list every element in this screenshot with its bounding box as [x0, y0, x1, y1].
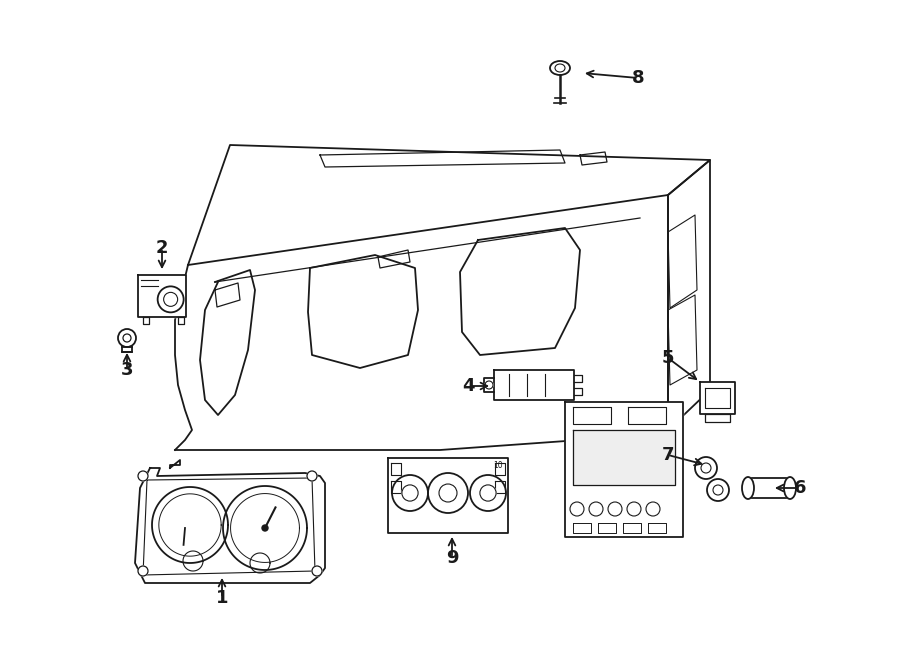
Circle shape — [439, 484, 457, 502]
Text: 5: 5 — [662, 349, 674, 367]
Polygon shape — [388, 458, 508, 533]
Ellipse shape — [784, 477, 796, 499]
Text: 4: 4 — [462, 377, 474, 395]
Circle shape — [589, 502, 603, 516]
Polygon shape — [494, 370, 574, 400]
Circle shape — [312, 566, 322, 576]
Text: 1: 1 — [216, 589, 229, 607]
Circle shape — [262, 525, 268, 531]
Polygon shape — [135, 468, 325, 583]
Circle shape — [707, 479, 729, 501]
Text: 10: 10 — [493, 461, 503, 470]
Circle shape — [480, 485, 496, 501]
Text: 2: 2 — [156, 239, 168, 257]
Circle shape — [713, 485, 723, 495]
Circle shape — [485, 381, 493, 389]
Circle shape — [428, 473, 468, 513]
Circle shape — [570, 502, 584, 516]
Circle shape — [138, 471, 148, 481]
Circle shape — [164, 292, 177, 306]
Polygon shape — [565, 402, 683, 537]
Circle shape — [470, 475, 506, 511]
Text: 7: 7 — [662, 446, 674, 464]
Polygon shape — [700, 382, 735, 414]
Circle shape — [392, 475, 428, 511]
Circle shape — [158, 286, 184, 313]
Circle shape — [402, 485, 418, 501]
Text: 6: 6 — [794, 479, 806, 497]
Polygon shape — [138, 275, 186, 317]
Circle shape — [701, 463, 711, 473]
Polygon shape — [573, 430, 675, 485]
Circle shape — [646, 502, 660, 516]
Ellipse shape — [550, 61, 570, 75]
Text: 3: 3 — [121, 361, 133, 379]
Circle shape — [307, 471, 317, 481]
Circle shape — [627, 502, 641, 516]
Ellipse shape — [555, 64, 565, 72]
Circle shape — [608, 502, 622, 516]
Text: 8: 8 — [632, 69, 644, 87]
Circle shape — [123, 334, 131, 342]
Circle shape — [118, 329, 136, 347]
Text: 9: 9 — [446, 549, 458, 567]
Circle shape — [695, 457, 717, 479]
Circle shape — [138, 566, 148, 576]
Ellipse shape — [742, 477, 754, 499]
Polygon shape — [748, 478, 790, 498]
